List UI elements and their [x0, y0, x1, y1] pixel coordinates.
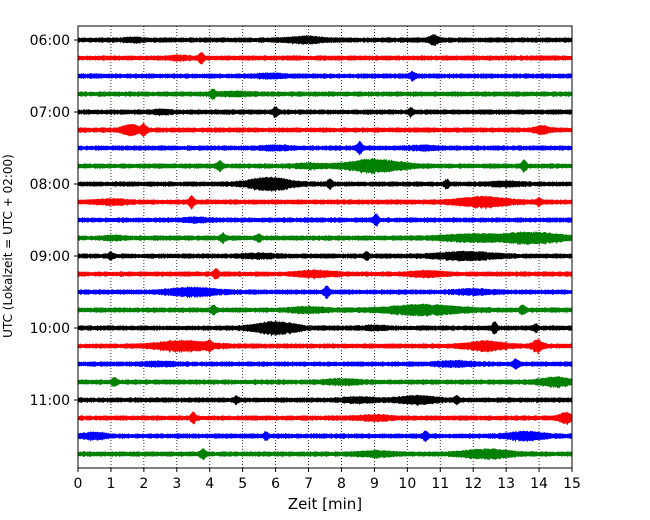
trace-0645	[77, 88, 573, 101]
x-tick-label: 5	[238, 476, 247, 492]
y-axis-label: UTC (Lokalzeit = UTC + 02:00)	[1, 154, 15, 338]
traces	[77, 33, 573, 461]
y-tick-label: 08:00	[30, 177, 70, 193]
trace-0930	[77, 285, 573, 300]
trace-0730	[77, 140, 573, 156]
trace-0815	[77, 195, 573, 211]
y-tick-label: 07:00	[30, 105, 70, 121]
x-tick-label: 13	[497, 476, 515, 492]
trace-1045	[77, 375, 573, 389]
x-tick-label: 14	[530, 476, 548, 492]
y-tick-label: 11:00	[30, 393, 70, 409]
x-tick-label: 7	[304, 476, 313, 492]
y-tick-label: 06:00	[30, 33, 70, 49]
trace-0845	[77, 230, 573, 246]
x-tick-label: 15	[563, 476, 581, 492]
trace-1000	[77, 320, 573, 337]
x-tick-label: 11	[431, 476, 449, 492]
plot-frame	[77, 25, 573, 469]
x-tick-label: 2	[139, 476, 148, 492]
trace-0830	[77, 213, 573, 227]
x-tick-label: 0	[74, 476, 83, 492]
trace-1115	[77, 411, 573, 426]
y-tick-label: 09:00	[30, 249, 70, 265]
x-axis-label: Zeit [min]	[288, 495, 362, 513]
trace-1145	[77, 448, 573, 461]
trace-0715	[77, 122, 573, 138]
x-tick-label: 8	[337, 476, 346, 492]
trace-0700	[77, 106, 573, 119]
y-tick-label: 10:00	[30, 321, 70, 337]
x-tick-label: 4	[205, 476, 214, 492]
x-tick-label: 12	[464, 476, 482, 492]
x-tick-label: 9	[370, 476, 379, 492]
x-tick-label: 10	[398, 476, 416, 492]
trace-0615	[77, 52, 573, 65]
x-tick-label: 3	[172, 476, 181, 492]
x-tick-label: 6	[271, 476, 280, 492]
trace-1130	[77, 430, 573, 443]
x-axis-ticks: 0 1 2 3 4 5 6 7 8 9 10 11 12 13 14 15	[74, 468, 581, 492]
trace-0630	[77, 70, 573, 82]
trace-0945	[77, 303, 573, 318]
trace-0800	[77, 176, 573, 192]
y-axis-ticks: 06:00 07:00 08:00 09:00 10:00 11:00	[30, 33, 78, 409]
trace-0900	[77, 250, 573, 262]
trace-1030	[77, 358, 573, 370]
trace-0915	[77, 268, 573, 280]
trace-0745	[77, 158, 573, 176]
trace-1100	[77, 394, 573, 406]
x-tick-label: 1	[106, 476, 115, 492]
trace-1015	[77, 338, 573, 356]
trace-0600	[77, 33, 573, 47]
